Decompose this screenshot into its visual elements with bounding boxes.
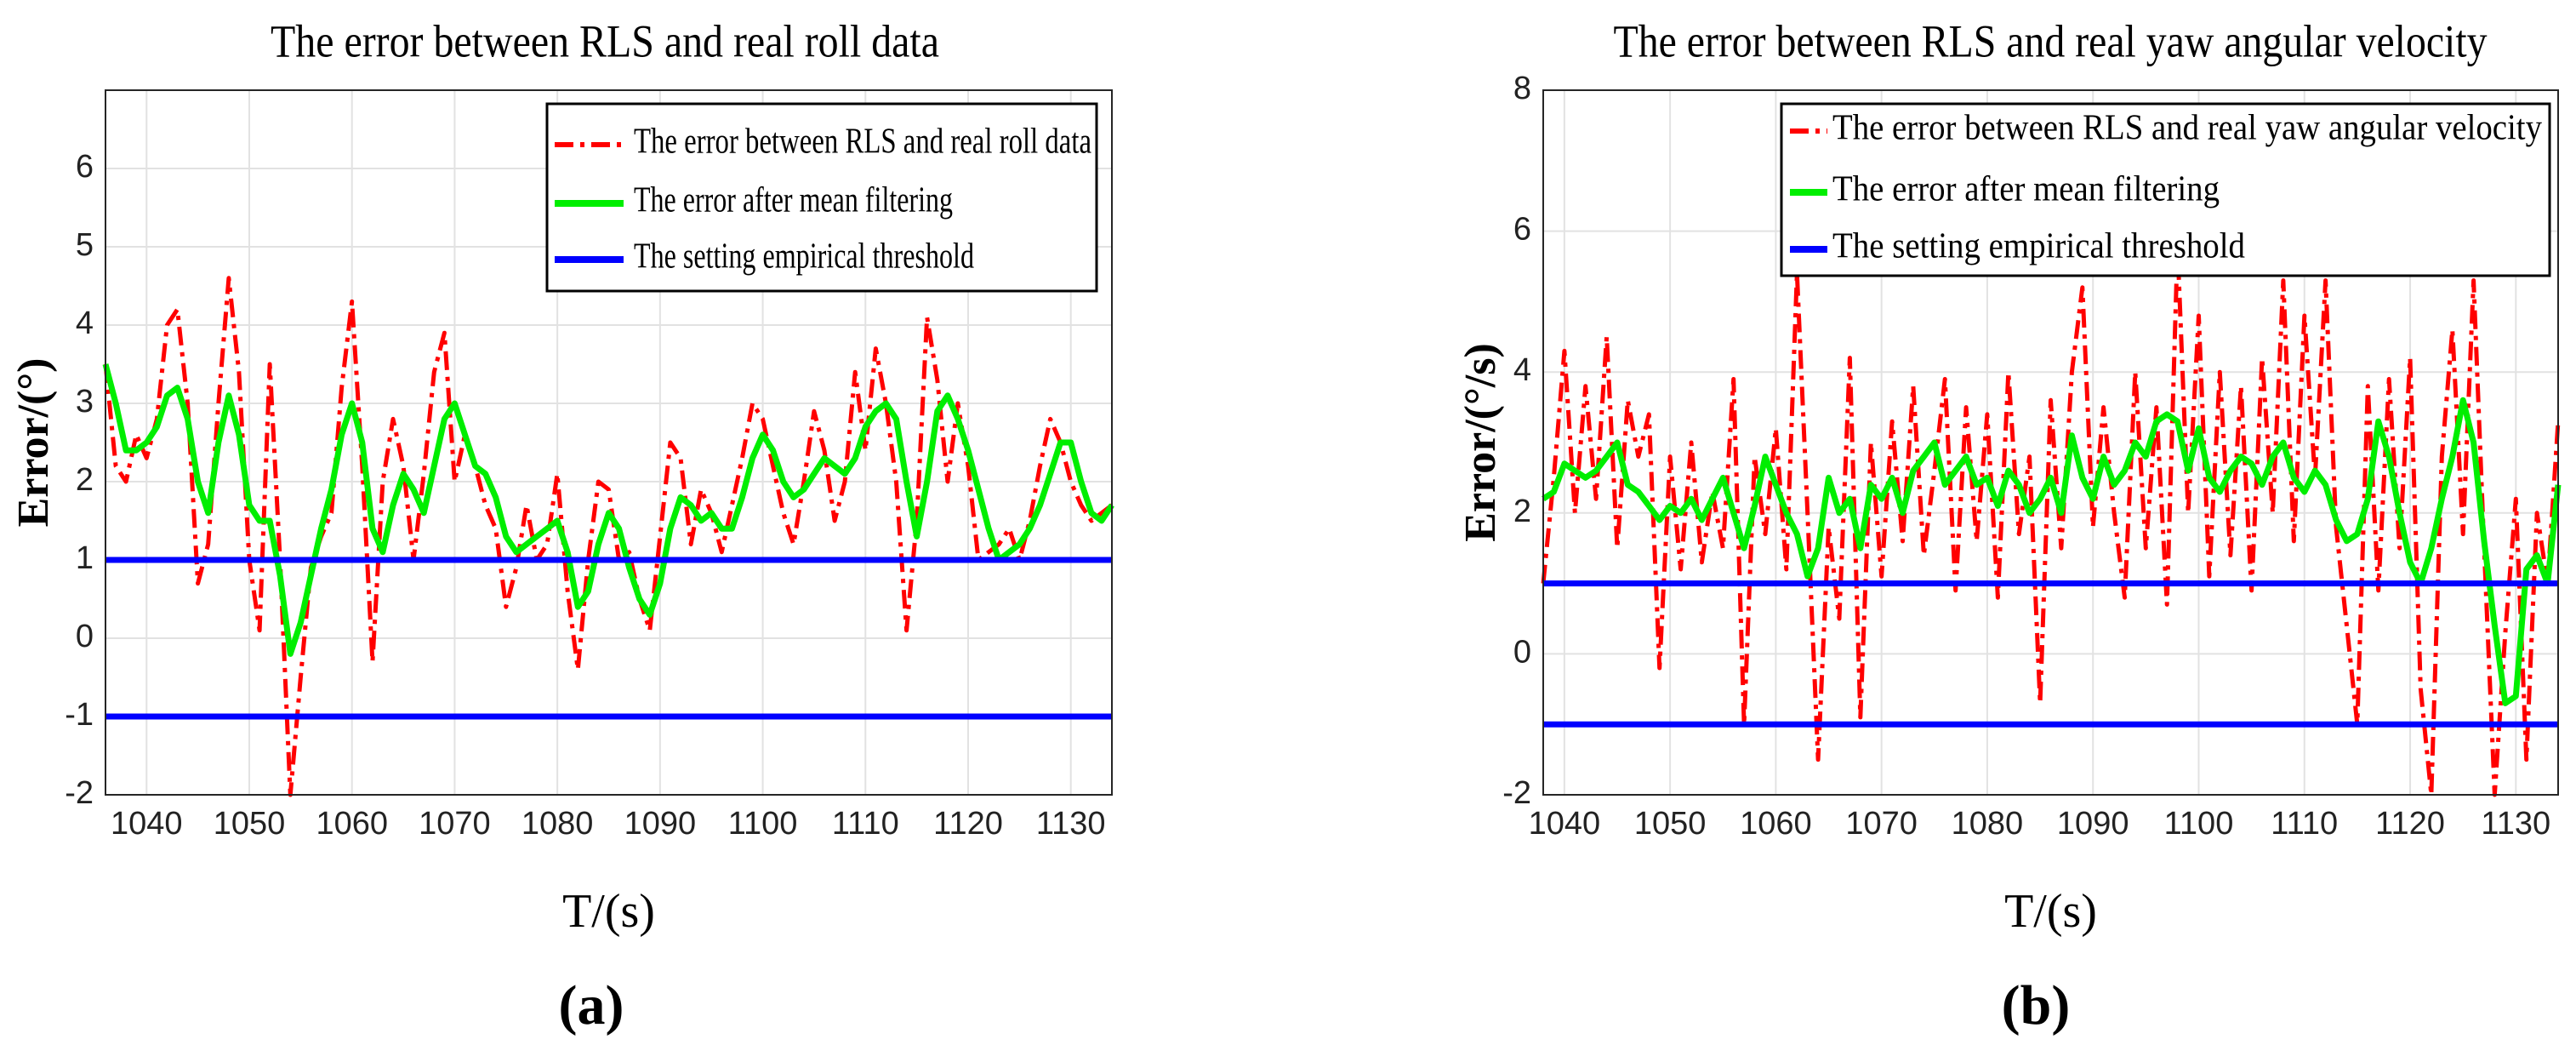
x-axis-label: T/(s)	[2004, 885, 2097, 938]
x-tick-label: 1120	[2375, 806, 2445, 842]
x-tick-label: 1070	[419, 806, 491, 842]
x-tick-label: 1100	[728, 806, 798, 842]
x-tick-label: 1060	[316, 806, 388, 842]
x-tick-label: 1080	[521, 806, 594, 842]
y-tick-label: 0	[1513, 634, 1531, 670]
x-tick-label: 1090	[624, 806, 697, 842]
legend-box	[1780, 102, 2551, 277]
legend-label: The error between RLS and real yaw angul…	[1832, 109, 2542, 148]
y-tick-label: 0	[76, 619, 94, 654]
y-tick-label: 5	[76, 227, 94, 263]
x-tick-label: 1130	[2481, 806, 2550, 842]
panel-label: (b)	[2002, 974, 2071, 1036]
panel-label: (a)	[559, 974, 624, 1036]
y-tick-label: -1	[65, 697, 94, 733]
x-tick-label: 1050	[1634, 806, 1707, 842]
x-tick-label: 1070	[1845, 806, 1918, 842]
y-tick-label: 1	[76, 540, 94, 576]
legend-label: The setting empirical threshold	[634, 237, 974, 277]
legend-label: The setting empirical threshold	[1832, 227, 2245, 266]
legend-label: The error after mean filtering	[634, 181, 953, 220]
plot-frame	[1542, 89, 2559, 796]
chart-title: The error between RLS and real yaw angul…	[1614, 15, 2488, 66]
x-tick-label: 1080	[1952, 806, 2024, 842]
x-tick-label: 1060	[1740, 806, 1812, 842]
series-line	[103, 276, 1114, 797]
y-tick-label: -2	[65, 775, 94, 811]
series-line	[1542, 397, 2562, 706]
x-tick-label: 1050	[214, 806, 286, 842]
legend-box	[545, 102, 1098, 293]
legend-label: The error between RLS and real roll data	[634, 123, 1091, 162]
legend-label: The error after mean filtering	[1832, 170, 2220, 209]
y-tick-label: 2	[76, 462, 94, 498]
y-tick-label: -2	[1502, 775, 1531, 811]
series-line	[102, 363, 1114, 657]
x-tick-label: 1100	[2164, 806, 2234, 842]
y-tick-label: 4	[76, 305, 94, 341]
y-axis-label: Error/(°)	[9, 358, 58, 528]
y-axis-label: Error/(°/s)	[1456, 343, 1505, 542]
x-tick-label: 1090	[2057, 806, 2129, 842]
x-tick-label: 1120	[933, 806, 1003, 842]
y-tick-label: 6	[76, 149, 94, 185]
x-tick-label: 1110	[832, 806, 899, 842]
y-tick-label: 2	[1513, 494, 1531, 529]
y-tick-label: 8	[1513, 71, 1531, 106]
y-tick-label: 4	[1513, 352, 1531, 388]
x-axis-label: T/(s)	[562, 885, 655, 938]
plot-frame	[105, 89, 1113, 796]
y-tick-label: 6	[1513, 212, 1531, 248]
x-tick-label: 1040	[1529, 806, 1601, 842]
chart-title: The error between RLS and real roll data	[271, 15, 939, 66]
series-line	[1541, 243, 2561, 797]
y-tick-label: 3	[76, 384, 94, 420]
x-tick-label: 1130	[1036, 806, 1106, 842]
x-tick-label: 1040	[111, 806, 183, 842]
x-tick-label: 1110	[2271, 806, 2338, 842]
